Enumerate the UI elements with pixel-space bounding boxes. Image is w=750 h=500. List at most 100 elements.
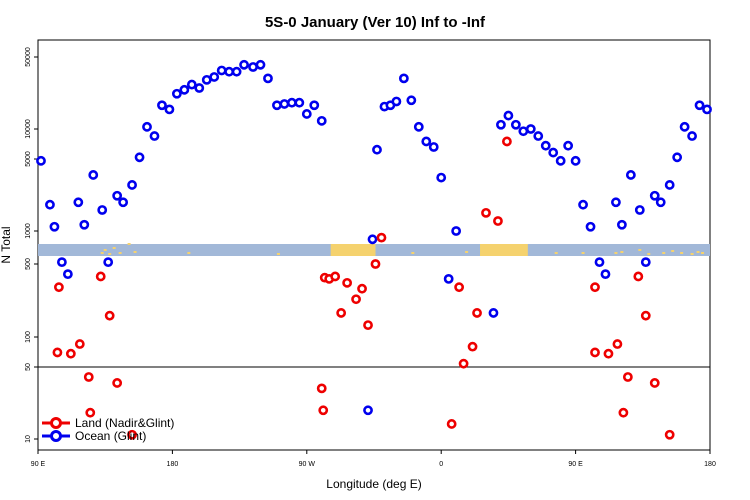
ocean-point bbox=[301, 109, 312, 119]
ocean-point bbox=[248, 62, 258, 72]
strip-land-fleck bbox=[465, 251, 469, 253]
ocean-point bbox=[157, 100, 167, 111]
ocean-point bbox=[451, 226, 462, 236]
legend-ocean-marker bbox=[50, 430, 62, 442]
strip-land-fleck bbox=[411, 252, 415, 254]
ocean-point bbox=[201, 74, 212, 85]
land-point bbox=[95, 271, 106, 282]
ocean-point bbox=[45, 199, 55, 210]
map-strip bbox=[38, 243, 710, 256]
land-point bbox=[370, 259, 381, 269]
ocean-point bbox=[585, 221, 596, 232]
ocean-point bbox=[103, 257, 114, 268]
ocean-point bbox=[548, 147, 559, 158]
legend-land-label: Land (Nadir&Glint) bbox=[75, 416, 174, 430]
land-point bbox=[493, 216, 503, 226]
ocean-point bbox=[391, 96, 402, 107]
ocean-point bbox=[488, 308, 499, 318]
land-point bbox=[342, 277, 353, 288]
land-point bbox=[52, 347, 63, 358]
chart-title: 5S-0 January (Ver 10) Inf to -Inf bbox=[265, 14, 486, 31]
land-point bbox=[467, 341, 478, 352]
ocean-point bbox=[413, 121, 424, 132]
strip-land-fleck bbox=[100, 252, 104, 254]
ocean-point bbox=[194, 83, 205, 93]
ocean-point bbox=[563, 140, 574, 151]
x-tick-label: 90 E bbox=[568, 461, 583, 468]
strip-land bbox=[330, 244, 376, 256]
ocean-point bbox=[309, 100, 320, 111]
land-point bbox=[336, 308, 347, 318]
ocean-point bbox=[88, 170, 99, 180]
strip-land-fleck bbox=[276, 253, 280, 255]
ocean-point bbox=[118, 197, 129, 208]
ocean-point bbox=[406, 95, 417, 106]
land-point bbox=[351, 294, 361, 305]
ocean-point bbox=[611, 197, 621, 208]
land-point bbox=[376, 232, 387, 243]
land-point bbox=[330, 271, 341, 282]
strip-land-fleck bbox=[103, 249, 107, 251]
ocean-series bbox=[36, 59, 712, 416]
ocean-point bbox=[149, 131, 160, 141]
strip-land-fleck bbox=[133, 251, 137, 253]
ocean-point bbox=[540, 140, 551, 151]
strip-land-fleck bbox=[187, 252, 191, 254]
strip-land-fleck bbox=[638, 249, 642, 251]
strip-land bbox=[480, 244, 528, 256]
x-axis: 90 E 180 90 W 0 90 E 180 bbox=[31, 450, 716, 468]
ocean-point bbox=[687, 131, 697, 141]
ocean-point bbox=[594, 257, 605, 268]
ocean-point bbox=[209, 72, 220, 82]
land-point bbox=[85, 407, 96, 418]
land-point bbox=[472, 308, 482, 318]
strip-land-fleck bbox=[647, 253, 651, 255]
strip-land-fleck bbox=[680, 252, 684, 254]
x-tick-label: 0 bbox=[439, 461, 443, 468]
land-point bbox=[603, 348, 614, 359]
ocean-point bbox=[436, 172, 447, 183]
strip-land-fleck bbox=[620, 251, 624, 253]
ocean-point bbox=[36, 155, 46, 166]
land-point bbox=[127, 429, 137, 440]
land-point bbox=[590, 282, 600, 293]
ocean-point bbox=[578, 199, 588, 210]
land-point bbox=[104, 310, 115, 321]
land-point bbox=[481, 207, 491, 218]
legend-land-marker bbox=[50, 417, 62, 429]
ocean-point bbox=[186, 79, 197, 90]
strip-land-fleck bbox=[696, 251, 700, 253]
ocean-point bbox=[134, 152, 145, 163]
y-tick-label: 10000 bbox=[25, 119, 32, 139]
land-point bbox=[640, 310, 651, 321]
ocean-point bbox=[79, 219, 90, 230]
ocean-point bbox=[224, 66, 235, 77]
ocean-point bbox=[73, 197, 84, 208]
strip-land-fleck bbox=[112, 247, 116, 249]
legend-ocean-label: Ocean (Glint) bbox=[75, 429, 146, 443]
ocean-point bbox=[286, 97, 297, 108]
y-tick-label: 100 bbox=[25, 331, 32, 343]
ocean-point bbox=[679, 121, 690, 132]
ocean-point bbox=[279, 99, 290, 109]
ocean-point bbox=[263, 73, 273, 84]
x-tick-label: 90 E bbox=[31, 461, 46, 468]
land-point bbox=[74, 339, 85, 349]
ocean-point bbox=[316, 115, 327, 126]
ocean-point bbox=[510, 119, 521, 130]
ocean-point bbox=[49, 221, 60, 232]
land-point bbox=[83, 372, 94, 382]
ocean-point bbox=[702, 104, 712, 115]
ocean-point bbox=[231, 66, 242, 77]
strip-land-fleck bbox=[690, 253, 694, 255]
ocean-point bbox=[649, 190, 660, 201]
ocean-point bbox=[518, 126, 529, 137]
ocean-point bbox=[672, 152, 683, 163]
x-axis-label: Longitude (deg E) bbox=[326, 477, 421, 491]
y-axis: 10 50 100 500 1000 5000 10000 50000 bbox=[25, 47, 38, 443]
land-point bbox=[590, 347, 600, 358]
ocean-point bbox=[372, 144, 382, 155]
ocean-point bbox=[428, 142, 439, 152]
y-tick-label: 5000 bbox=[25, 151, 32, 167]
